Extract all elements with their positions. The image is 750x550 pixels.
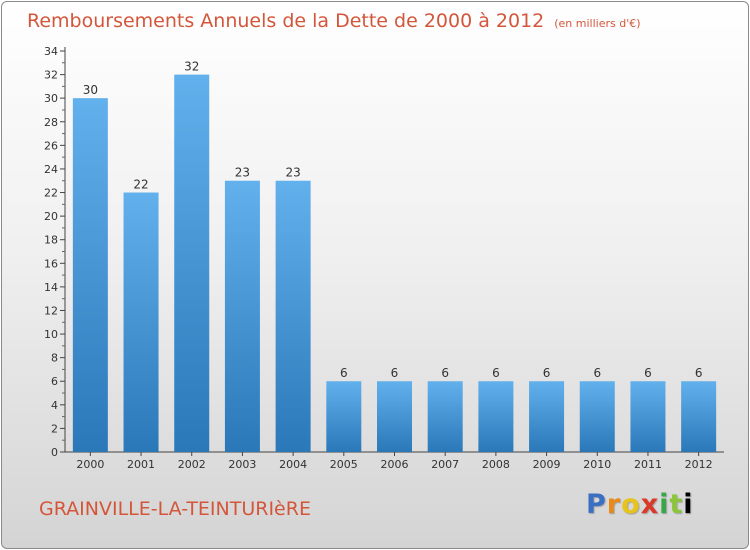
- bar: [579, 381, 615, 452]
- y-tick-label: 2: [51, 422, 58, 435]
- bar: [123, 192, 159, 452]
- y-tick-label: 6: [51, 375, 58, 388]
- logo-letter: o: [621, 489, 641, 520]
- y-tick-label: 24: [44, 163, 58, 176]
- y-tick-label: 18: [44, 234, 58, 247]
- bar-value-label: 32: [184, 60, 199, 74]
- bar-value-label: 22: [133, 178, 148, 192]
- y-tick-label: 12: [44, 304, 58, 317]
- x-tick-label: 2001: [127, 458, 155, 471]
- bar: [681, 381, 717, 452]
- bar: [326, 381, 362, 452]
- bar: [275, 180, 311, 452]
- bar-value-label: 6: [695, 366, 703, 380]
- bar: [630, 381, 666, 452]
- bar-value-label: 6: [391, 366, 399, 380]
- bar-value-label: 6: [492, 366, 500, 380]
- proxiti-logo: Proxiti: [586, 489, 694, 520]
- logo-letter: P: [586, 489, 607, 520]
- y-tick-label: 14: [44, 281, 58, 294]
- bar-value-label: 23: [235, 166, 250, 180]
- logo-letter: r: [606, 489, 622, 520]
- y-tick-label: 10: [44, 328, 58, 341]
- bar: [427, 381, 463, 452]
- y-tick-label: 0: [51, 446, 58, 459]
- y-tick-label: 22: [44, 187, 58, 200]
- x-tick-label: 2009: [533, 458, 561, 471]
- y-tick-label: 20: [44, 210, 58, 223]
- bar: [72, 98, 108, 453]
- bar-value-label: 30: [83, 83, 98, 97]
- x-tick-label: 2000: [76, 458, 104, 471]
- bar-value-label: 6: [441, 366, 449, 380]
- x-tick-label: 2012: [685, 458, 713, 471]
- x-tick-label: 2002: [178, 458, 206, 471]
- logo-letter: i: [683, 489, 694, 520]
- bar-value-label: 23: [285, 166, 300, 180]
- bar-value-label: 6: [340, 366, 348, 380]
- x-tick-label: 2005: [330, 458, 358, 471]
- chart-title: Remboursements Annuels de la Dette de 20…: [27, 10, 641, 32]
- y-tick-label: 4: [51, 399, 58, 412]
- bar: [174, 74, 210, 453]
- bar: [377, 381, 412, 452]
- x-tick-label: 2003: [228, 458, 256, 471]
- bar: [224, 180, 260, 452]
- x-tick-label: 2011: [634, 458, 662, 471]
- y-tick-label: 16: [44, 257, 58, 270]
- x-tick-label: 2004: [279, 458, 307, 471]
- x-tick-label: 2010: [583, 458, 611, 471]
- x-tick-label: 2008: [482, 458, 510, 471]
- x-tick-label: 2006: [381, 458, 409, 471]
- bar-value-label: 6: [543, 366, 551, 380]
- bar-value-label: 6: [593, 366, 601, 380]
- logo-letter: i: [659, 489, 670, 520]
- y-tick-label: 34: [44, 45, 58, 58]
- chart-unit: (en milliers d'€): [554, 17, 641, 30]
- town-name: GRAINVILLE-LA-TEINTURIèRE: [39, 498, 311, 520]
- y-tick-label: 30: [44, 92, 58, 105]
- logo-letter: x: [640, 489, 660, 520]
- labels: 0246810121416182022242628303234302000222…: [44, 45, 713, 471]
- bar: [478, 381, 514, 452]
- bars: [72, 74, 717, 453]
- y-tick-label: 8: [51, 352, 58, 365]
- y-tick-label: 28: [44, 116, 58, 129]
- y-tick-label: 32: [44, 69, 58, 82]
- bar: [529, 381, 565, 452]
- logo-letter: t: [669, 489, 684, 520]
- x-tick-label: 2007: [431, 458, 459, 471]
- chart-title-text: Remboursements Annuels de la Dette de 20…: [27, 10, 545, 32]
- bar-value-label: 6: [644, 366, 652, 380]
- y-tick-label: 26: [44, 139, 58, 152]
